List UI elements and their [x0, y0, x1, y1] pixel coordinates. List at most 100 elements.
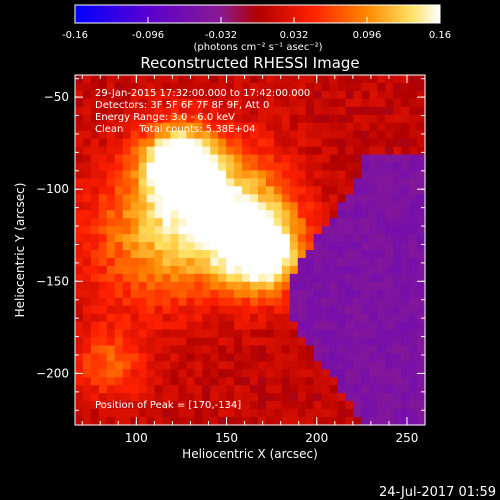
- heatmap-cell: [122, 146, 132, 156]
- heatmap-cell: [98, 353, 108, 362]
- heatmap-cell: [305, 202, 315, 211]
- heatmap-cell: [170, 393, 179, 402]
- heatmap-cell: [162, 369, 172, 378]
- heatmap-cell: [345, 146, 354, 156]
- heatmap-cell: [401, 210, 410, 219]
- heatmap-cell: [75, 337, 84, 347]
- heatmap-cell: [401, 409, 410, 418]
- heatmap-cell: [178, 122, 187, 132]
- heatmap-cell: [345, 218, 354, 227]
- heatmap-cell: [202, 202, 211, 211]
- heatmap-cell: [202, 170, 211, 179]
- heatmap-cell: [250, 194, 259, 203]
- heatmap-cell: [345, 162, 354, 172]
- heatmap-cell: [106, 234, 116, 243]
- heatmap-cell: [329, 210, 339, 219]
- heatmap-cell: [377, 75, 386, 84]
- heatmap-cell: [98, 186, 108, 195]
- heatmap-cell: [393, 98, 402, 108]
- heatmap-cell: [130, 313, 140, 323]
- heatmap-cell: [226, 75, 235, 84]
- heatmap-cell: [90, 194, 100, 203]
- heatmap-cell: [361, 106, 370, 116]
- heatmap-cell: [417, 90, 426, 100]
- heatmap-cell: [122, 122, 132, 132]
- heatmap-cell: [273, 186, 283, 195]
- heatmap-cell: [257, 281, 267, 291]
- heatmap-cell: [353, 202, 362, 211]
- heatmap-cell: [377, 297, 386, 307]
- heatmap-cell: [178, 281, 187, 291]
- heatmap-cell: [114, 361, 124, 370]
- heatmap-cell: [218, 122, 227, 132]
- heatmap-cell: [202, 234, 211, 243]
- heatmap-cell: [130, 130, 140, 140]
- heatmap-cell: [257, 146, 267, 156]
- heatmap-cell: [138, 329, 148, 339]
- heatmap-cell: [377, 409, 386, 418]
- heatmap-cell: [226, 281, 235, 291]
- heatmap-cell: [337, 401, 347, 410]
- heatmap-cell: [257, 250, 267, 259]
- heatmap-cell: [369, 377, 378, 386]
- heatmap-cell: [273, 409, 283, 418]
- heatmap-cell: [106, 409, 116, 418]
- heatmap-cell: [265, 297, 275, 307]
- heatmap-cell: [297, 417, 307, 426]
- heatmap-cell: [289, 257, 299, 267]
- heatmap-cell: [98, 162, 108, 172]
- heatmap-cell: [289, 114, 299, 124]
- heatmap-cell: [218, 409, 227, 418]
- heatmap-cell: [313, 226, 323, 235]
- heatmap-cell: [257, 313, 267, 323]
- heatmap-cell: [313, 250, 323, 259]
- heatmap-cell: [98, 138, 108, 148]
- heatmap-cell: [289, 337, 299, 347]
- heatmap-cell: [353, 393, 362, 402]
- heatmap-cell: [186, 114, 195, 124]
- heatmap-cell: [202, 337, 211, 347]
- heatmap-cell: [226, 353, 235, 362]
- heatmap-cell: [106, 210, 116, 219]
- heatmap-cell: [106, 122, 116, 132]
- heatmap-cell: [281, 210, 291, 219]
- heatmap-cell: [234, 202, 243, 211]
- heatmap-cell: [202, 265, 211, 275]
- heatmap-cell: [234, 186, 243, 195]
- heatmap-cell: [401, 297, 410, 307]
- heatmap-cell: [138, 138, 148, 148]
- heatmap-cell: [250, 154, 259, 164]
- colorbar-tick-label: 0.096: [353, 30, 382, 41]
- heatmap-cell: [162, 265, 172, 275]
- heatmap-cell: [337, 321, 347, 331]
- heatmap-cell: [409, 82, 418, 92]
- heatmap-cell: [361, 162, 370, 172]
- heatmap-cell: [130, 377, 140, 386]
- heatmap-cell: [313, 257, 323, 267]
- colorbar-tick-label: -0.16: [62, 30, 88, 41]
- heatmap-cell: [313, 154, 323, 164]
- heatmap-cell: [393, 337, 402, 347]
- heatmap-cell: [369, 122, 378, 132]
- heatmap-cell: [305, 90, 315, 100]
- heatmap-cell: [369, 90, 378, 100]
- heatmap-cell: [138, 122, 148, 132]
- heatmap-cell: [250, 250, 259, 259]
- heatmap-cell: [202, 226, 211, 235]
- heatmap-cell: [138, 377, 148, 386]
- heatmap-cell: [265, 242, 275, 251]
- heatmap-cell: [337, 106, 347, 116]
- heatmap-cell: [265, 345, 275, 354]
- heatmap-cell: [337, 202, 347, 211]
- heatmap-cell: [194, 361, 203, 370]
- heatmap-cell: [417, 353, 426, 362]
- heatmap-cell: [385, 170, 394, 179]
- heatmap-cell: [234, 82, 243, 92]
- heatmap-cell: [409, 385, 418, 394]
- heatmap-cell: [162, 162, 172, 172]
- heatmap-cell: [305, 257, 315, 267]
- heatmap-cell: [377, 82, 386, 92]
- heatmap-cell: [313, 273, 323, 283]
- heatmap-cell: [281, 194, 291, 203]
- heatmap-cell: [106, 321, 116, 331]
